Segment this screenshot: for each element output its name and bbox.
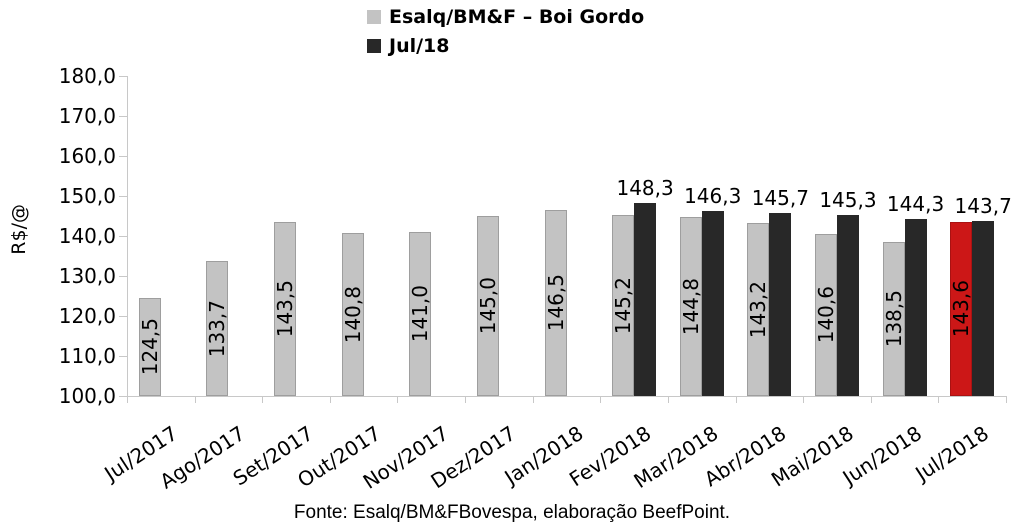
bar-esalq: [341, 232, 364, 396]
y-tick: [119, 356, 127, 357]
y-tick: [119, 156, 127, 157]
y-tick-label: 130,0: [58, 264, 116, 288]
bar-top-label: 144,3: [886, 191, 945, 216]
bar-top-label: 145,3: [819, 187, 877, 212]
x-tick: [938, 397, 940, 403]
legend-item-jul18: Jul/18: [367, 31, 644, 60]
x-tick: [667, 397, 669, 403]
x-tick: [803, 397, 805, 403]
x-tick: [329, 397, 331, 403]
plot-area: 124,5 133,7 143,5 140,8 141,0 145,0 146,5 145,2…: [127, 76, 1012, 396]
x-tick: [194, 397, 196, 403]
bar-top-label: 148,3: [616, 175, 674, 200]
bar-esalq: [476, 216, 499, 396]
x-tick: [1006, 397, 1007, 403]
y-tick: [119, 276, 127, 277]
bar-top-label: 146,3: [684, 183, 742, 208]
bar-jul18: [836, 214, 859, 396]
y-tick-label: 160,0: [58, 144, 116, 168]
legend-label-jul18: Jul/18: [389, 34, 450, 57]
bar-esalq: [882, 242, 905, 396]
source-note: Fonte: Esalq/BM&FBovespa, elaboração Bee…: [293, 502, 731, 523]
legend-item-esalq: Esalq/BM&F – Boi Gordo: [367, 2, 644, 31]
bar-jul18: [769, 213, 792, 396]
y-tick-label: 150,0: [58, 184, 116, 208]
bar-esalq: [747, 223, 770, 396]
bar-top-label: 143,7: [954, 194, 1012, 219]
bar-jul18: [972, 221, 995, 396]
x-axis-label: Jul/2018: [911, 421, 994, 486]
x-axis-line: [127, 396, 1007, 397]
bar-esalq: [206, 261, 229, 396]
y-tick-label: 180,0: [58, 64, 116, 88]
bar-esalq: [409, 232, 432, 396]
x-tick: [600, 397, 602, 403]
legend-swatch-esalq-icon: [367, 9, 381, 24]
y-tick-label: 110,0: [58, 344, 116, 368]
bar-esalq: [612, 215, 635, 396]
y-tick-label: 120,0: [58, 304, 116, 328]
x-tick: [735, 397, 737, 403]
legend-label-esalq: Esalq/BM&F – Boi Gordo: [389, 5, 645, 28]
y-axis-title: R$/@: [8, 204, 30, 255]
y-axis-line: [127, 76, 128, 397]
y-tick: [119, 76, 127, 77]
bar-jul18: [634, 202, 657, 396]
y-tick: [119, 316, 127, 317]
bar-esalq: [544, 210, 567, 396]
bar-esalq: [274, 222, 297, 396]
y-tick: [119, 116, 127, 117]
bar-top-label: 145,7: [751, 186, 809, 211]
y-tick: [119, 236, 127, 237]
chart-legend: Esalq/BM&F – Boi Gordo Jul/18: [367, 2, 644, 60]
bar-highlight: [950, 221, 973, 396]
y-tick-label: 140,0: [58, 224, 116, 248]
x-tick: [397, 397, 399, 403]
legend-swatch-jul18-icon: [367, 38, 381, 53]
y-tick: [119, 196, 127, 197]
y-tick-label: 170,0: [58, 104, 116, 128]
x-tick: [262, 397, 264, 403]
x-tick: [870, 397, 872, 403]
bar-jul18: [701, 210, 724, 396]
bar-esalq: [679, 216, 702, 396]
y-tick: [119, 396, 127, 397]
y-tick-label: 100,0: [58, 384, 116, 408]
x-tick: [465, 397, 467, 403]
bar-jul18: [904, 218, 927, 396]
bar-esalq: [814, 233, 837, 396]
x-tick: [127, 397, 128, 403]
bar-esalq: [138, 298, 161, 396]
x-tick: [532, 397, 534, 403]
